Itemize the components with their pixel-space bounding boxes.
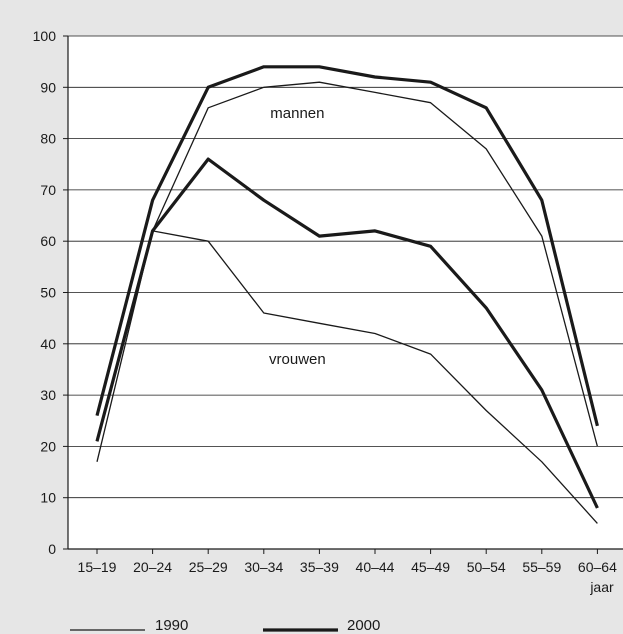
x-tick-label: 25–29 xyxy=(189,559,228,575)
x-tick-label: 40–44 xyxy=(356,559,395,575)
y-tick-label: 10 xyxy=(40,490,56,506)
x-tick-label: 50–54 xyxy=(467,559,506,575)
x-tick-label: 35–39 xyxy=(300,559,339,575)
x-unit-label: jaar xyxy=(589,579,614,595)
axes xyxy=(67,36,623,550)
series-lines xyxy=(95,65,599,524)
x-tick-label: 20–24 xyxy=(133,559,172,575)
y-tick-label: 20 xyxy=(40,438,56,454)
series-line-vrouwen-1990 xyxy=(96,230,598,524)
series-line-mannen-1990 xyxy=(96,81,599,462)
annotation-vrouwen: vrouwen xyxy=(269,351,326,368)
x-tick-labels: 15–19 20–24 25–29 30–34 35–39 40–44 45–49 50–54… xyxy=(78,549,617,575)
x-tick-label: 55–59 xyxy=(522,559,561,575)
y-tick-label: 50 xyxy=(40,285,56,301)
x-tick-label: 60–64 xyxy=(578,559,617,575)
annotation-mannen: mannen xyxy=(270,105,324,122)
x-tick-label: 15–19 xyxy=(78,559,117,575)
y-tick-label: 60 xyxy=(40,233,56,249)
y-tick-label: 100 xyxy=(33,28,57,44)
gridlines xyxy=(63,35,623,550)
series-line-vrouwen-2000 xyxy=(95,157,599,509)
annotations: mannen vrouwen xyxy=(269,105,326,368)
x-tick-label: 30–34 xyxy=(244,559,283,575)
series-line-mannen-2000 xyxy=(95,65,599,427)
y-tick-label: 30 xyxy=(40,387,56,403)
y-tick-label: 80 xyxy=(40,131,56,147)
y-tick-label: 40 xyxy=(40,336,56,352)
y-tick-label: 70 xyxy=(40,182,56,198)
y-tick-label: 90 xyxy=(40,79,56,95)
legend-label-2000: 2000 xyxy=(347,617,380,634)
y-tick-labels: 0 10 20 30 40 50 60 70 80 90 100 xyxy=(33,28,57,557)
legend: 1990 2000 xyxy=(70,617,380,634)
legend-label-1990: 1990 xyxy=(155,617,188,634)
y-tick-label: 0 xyxy=(48,541,56,557)
x-tick-label: 45–49 xyxy=(411,559,450,575)
